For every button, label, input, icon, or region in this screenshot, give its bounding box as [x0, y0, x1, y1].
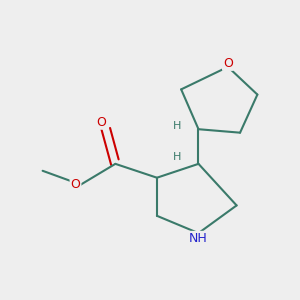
- Text: O: O: [97, 116, 106, 129]
- Text: H: H: [173, 121, 181, 131]
- Text: H: H: [173, 152, 181, 162]
- Text: O: O: [223, 57, 233, 70]
- Text: O: O: [70, 178, 80, 191]
- Text: NH: NH: [189, 232, 208, 245]
